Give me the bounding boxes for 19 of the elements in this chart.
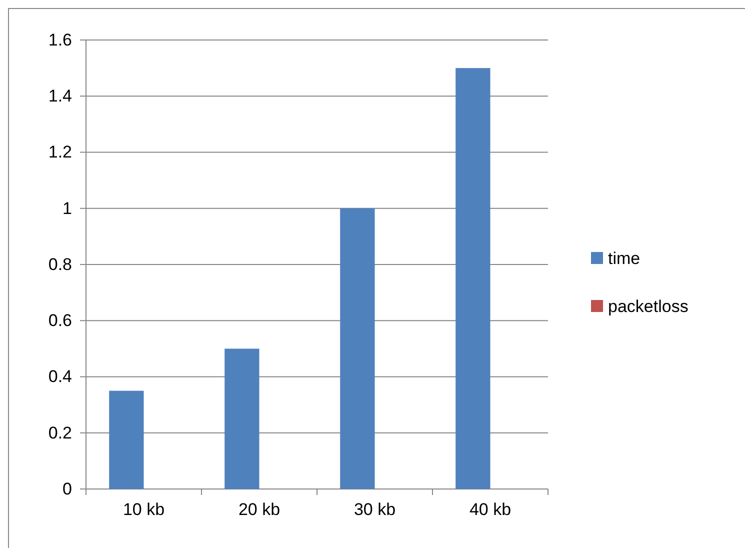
legend-label: time [608,249,640,268]
y-tick-label: 0.6 [48,311,72,330]
y-tick-label: 0.4 [48,367,72,386]
bar [224,348,260,489]
x-tick-label: 10 kb [122,500,165,520]
y-tick-label: 1.6 [48,30,72,50]
bar [340,208,375,489]
y-tick-label: 1 [62,198,72,218]
y-tick-label: 0.2 [48,423,72,442]
bar [456,68,490,489]
y-tick-label: 0.8 [48,254,72,274]
legend-label: packetloss [608,297,688,316]
x-tick-label: 40 kb [469,500,512,520]
bar [109,390,144,489]
y-tick-label: 1.4 [48,86,72,106]
y-tick-label: 0 [62,479,72,498]
x-tick-label: 30 kb [354,500,396,520]
y-tick-label: 1.2 [48,142,72,162]
x-tick-label: 20 kb [238,500,280,520]
